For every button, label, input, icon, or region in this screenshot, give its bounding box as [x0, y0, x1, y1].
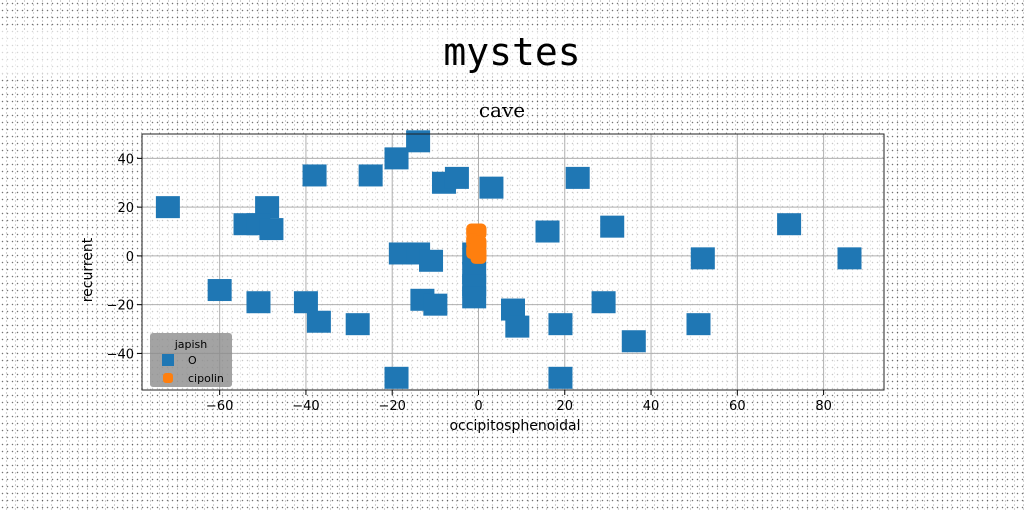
x-tick-label: 40	[643, 399, 660, 414]
y-axis-label: recurrent	[80, 237, 96, 302]
grid	[142, 134, 884, 390]
legend-title: japish	[174, 338, 208, 351]
y-tick-label: 20	[117, 201, 134, 216]
y-tick-label: −40	[107, 347, 134, 362]
plot-frame	[141, 133, 885, 391]
x-tick-label: 60	[729, 399, 746, 414]
data-point-o	[479, 176, 504, 199]
data-point-o	[306, 310, 331, 333]
x-tick-label: −60	[206, 399, 233, 414]
data-point-o	[690, 247, 715, 270]
data-point-o	[505, 315, 530, 338]
data-point-o	[686, 313, 711, 336]
y-axis-ticks: −40 −20 0 20 40	[107, 152, 142, 362]
data-point-o	[591, 291, 616, 314]
data-point-o	[246, 291, 271, 314]
data-point-o	[406, 130, 431, 153]
data-point-o	[358, 164, 383, 187]
data-point-o	[837, 247, 862, 270]
data-point-o	[259, 218, 284, 241]
x-tick-label: 80	[815, 399, 832, 414]
x-axis-ticks: −60 −40 −20 0 20 40 60 80	[206, 390, 832, 414]
data-point-o	[155, 196, 180, 219]
data-point-o	[548, 366, 573, 389]
data-point-o	[621, 330, 646, 353]
data-point-o	[462, 286, 487, 309]
legend-label-o: O	[188, 354, 197, 367]
y-tick-label: 0	[126, 250, 134, 265]
y-tick-label: 40	[117, 152, 134, 167]
figure-suptitle: mystes	[0, 30, 1024, 74]
data-point-o	[384, 366, 409, 389]
plot-area	[142, 134, 884, 390]
legend-marker-cipolin	[163, 373, 173, 383]
legend: japish O cipolin	[150, 333, 232, 387]
x-axis-label: occipitosphenoidal	[449, 418, 580, 434]
data-point-o	[255, 196, 280, 219]
data-point-o	[207, 279, 232, 302]
data-point-o	[293, 291, 318, 314]
data-points	[155, 130, 862, 389]
x-tick-label: −40	[292, 399, 319, 414]
y-tick-label: −20	[107, 299, 134, 314]
data-point-o	[419, 249, 444, 272]
data-point-o	[302, 164, 327, 187]
data-point-o	[423, 293, 448, 316]
chart-title: cave	[479, 98, 525, 122]
data-point-o	[345, 313, 370, 336]
legend-marker-o	[162, 354, 174, 366]
data-point-o	[777, 213, 802, 236]
data-point-o	[548, 313, 573, 336]
data-point-o	[501, 298, 525, 321]
x-tick-label: −20	[378, 399, 405, 414]
data-point-cipolin	[470, 247, 487, 264]
x-tick-label: 0	[474, 399, 482, 414]
legend-label-cipolin: cipolin	[188, 372, 224, 385]
data-point-o	[600, 215, 625, 238]
data-point-o	[384, 147, 409, 170]
data-point-o	[535, 220, 560, 243]
data-point-o	[565, 166, 590, 189]
data-point-o	[444, 166, 469, 189]
x-tick-label: 20	[556, 399, 573, 414]
